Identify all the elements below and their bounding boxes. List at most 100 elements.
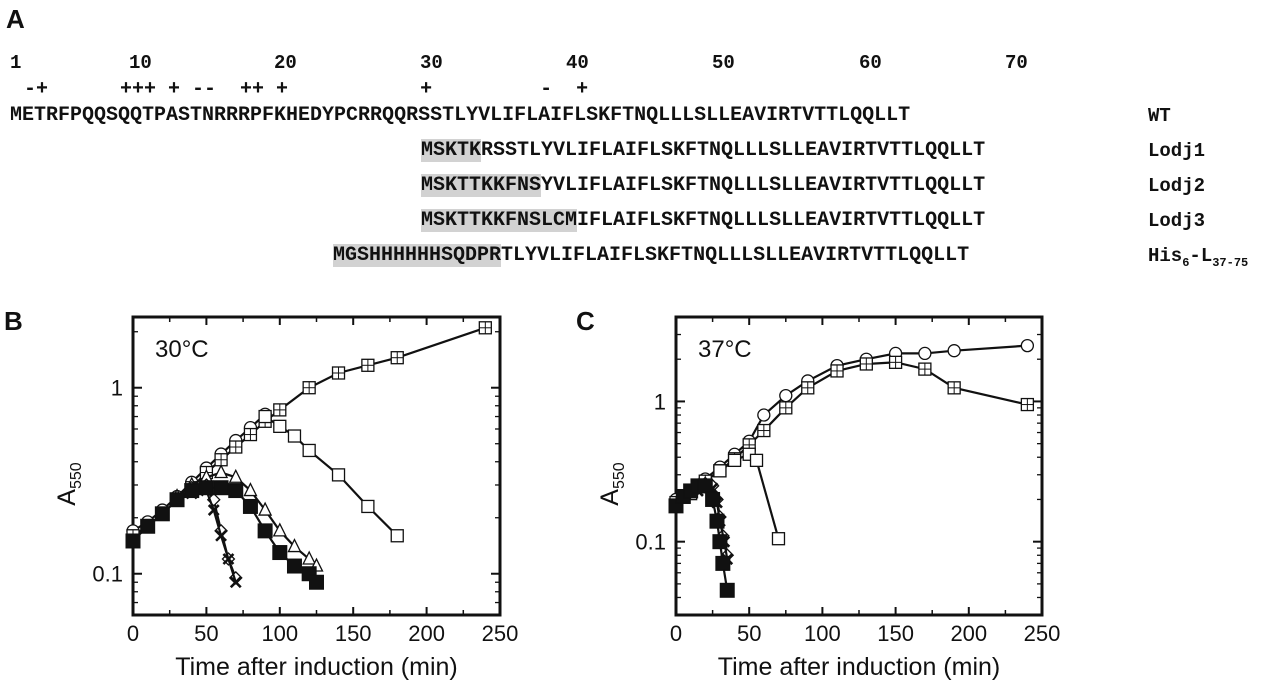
series-square-open (713, 447, 786, 546)
data-point (207, 504, 220, 516)
chart-panel-b: 0 50 100 150 200 250 0.1 1 Time after induction … (53, 315, 519, 681)
data-point (947, 381, 961, 395)
data-point (154, 506, 170, 522)
data-point (273, 403, 287, 417)
panel-c-letter: C (576, 306, 595, 336)
sequence-highlight: MSKTK (421, 139, 482, 162)
series-square-filled (125, 480, 324, 590)
panel-a-letter: A (6, 4, 25, 34)
data-point (888, 355, 903, 369)
y-tick-label: 0.1 (92, 562, 123, 587)
data-point (272, 545, 288, 561)
data-point (331, 366, 346, 380)
series-square-filled (668, 478, 735, 598)
data-point (287, 429, 302, 443)
sequence-text: IFLAIFLSKFTNQLLLSLLEAVIRTVTTLQQLLT (577, 209, 986, 232)
data-point (697, 478, 713, 494)
sequence-text: YVLIFLAIFLSKFTNQLLLSLLEAVIRTVTTLQQLLT (541, 174, 986, 197)
data-point (222, 553, 235, 565)
data-point (286, 558, 302, 574)
sequence-label: His6-L37-75 (1148, 245, 1249, 270)
x-tick-label: 100 (804, 621, 841, 646)
series-line (264, 415, 399, 537)
sequence-text: TLYVLIFLAIFLSKFTNQLLLSLLEAVIRTVTTLQQLLT (501, 244, 970, 267)
data-point (258, 409, 272, 424)
data-point (771, 532, 786, 546)
data-point (918, 346, 932, 361)
x-axis-label: Time after induction (min) (175, 653, 458, 681)
data-point (709, 513, 725, 529)
sequence-label: Lodj1 (1148, 140, 1206, 162)
series-square-open (258, 409, 404, 543)
y-axis-label: A550 (53, 462, 85, 505)
sequence-text: METRFPQQSQQTPASTNRRRPFKHEDYPCRRQQRSSTLYV… (10, 104, 911, 127)
data-point (242, 498, 258, 514)
data-point (705, 491, 721, 507)
x-tick-label: 200 (950, 621, 987, 646)
series-square-cross (669, 355, 1035, 510)
data-point (243, 482, 258, 497)
data-point (779, 388, 793, 403)
data-point (390, 351, 404, 365)
data-point (719, 582, 735, 598)
x-tick-label: 250 (1024, 621, 1061, 646)
data-point (757, 423, 771, 438)
x-tick-label: 150 (335, 621, 372, 646)
data-point (715, 555, 731, 571)
x-tick-label: 50 (194, 621, 218, 646)
chart-title: 30°C (155, 336, 209, 363)
data-point (215, 529, 227, 542)
sequence-highlight: MSKTTKKFNSLCM (421, 209, 578, 232)
sequence-label: WT (1148, 105, 1171, 127)
sequence-label: Lodj2 (1148, 175, 1206, 197)
position-number: 30 (420, 52, 443, 74)
panel-b-letter: B (4, 306, 23, 336)
data-point (918, 362, 932, 376)
data-point (757, 408, 771, 422)
position-number: 40 (566, 52, 589, 74)
data-point (331, 468, 346, 482)
data-point (302, 550, 317, 565)
data-point (361, 499, 375, 514)
x-axis-label: Time after induction (min) (718, 653, 1001, 681)
x-tick-label: 200 (408, 621, 445, 646)
data-point (214, 453, 228, 467)
data-point (947, 344, 961, 358)
chart-panel-c: 0 50 100 150 200 250 0.1 1 Time after induction … (596, 315, 1061, 681)
data-point (302, 381, 316, 395)
data-point (1020, 397, 1035, 412)
data-point (1020, 338, 1035, 353)
data-point (287, 538, 302, 553)
data-point (243, 427, 258, 442)
data-point (390, 529, 404, 543)
data-point (198, 480, 214, 496)
series-line (675, 361, 1028, 504)
data-point (125, 533, 141, 549)
data-point (140, 518, 156, 534)
data-point (214, 464, 229, 479)
data-point (273, 419, 287, 433)
data-point (228, 468, 243, 483)
data-point (309, 574, 324, 590)
data-point (712, 534, 728, 550)
y-tick-label: 1 (111, 376, 123, 401)
position-number: 1 (10, 52, 22, 74)
data-point (184, 483, 200, 499)
position-number: 70 (1005, 52, 1028, 74)
series-circle-open (669, 338, 1035, 507)
position-number: 10 (129, 52, 152, 74)
data-point (228, 483, 244, 499)
x-tick-label: 250 (482, 621, 519, 646)
y-axis-label: A550 (596, 462, 628, 505)
sequence-highlight: MGSHHHHHHSQDPR (333, 244, 502, 267)
series-triangle-open (169, 464, 324, 572)
series-line (675, 344, 1028, 501)
sequence-highlight: MSKTTKKFNS (421, 174, 542, 197)
position-number: 50 (712, 52, 735, 74)
data-point (169, 492, 185, 508)
data-point (229, 576, 242, 589)
charge-markers: -+ +++ + -- ++ + + - + (24, 78, 589, 101)
data-point (302, 443, 316, 458)
data-point (801, 381, 815, 395)
data-point (361, 358, 375, 372)
